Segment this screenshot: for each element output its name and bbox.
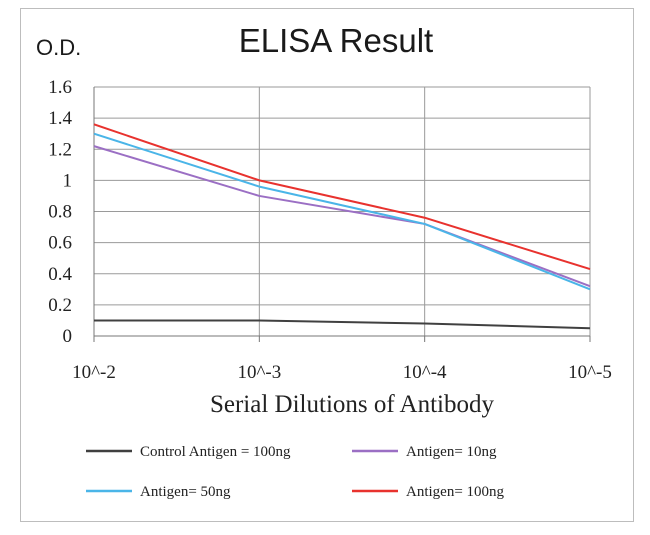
x-tick-label: 10^-2 bbox=[72, 362, 116, 383]
legend-label: Control Antigen = 100ng bbox=[140, 444, 291, 460]
x-tick-label: 10^-4 bbox=[403, 362, 447, 383]
y-tick-label: 1.4 bbox=[48, 108, 72, 129]
y-tick-label: 0.6 bbox=[48, 233, 72, 254]
y-tick-label: 0.2 bbox=[48, 295, 72, 316]
series-line bbox=[93, 145, 591, 288]
y-tick-label: 0 bbox=[63, 326, 73, 347]
y-tick-label: 1.2 bbox=[48, 139, 72, 160]
x-axis-label: Serial Dilutions of Antibody bbox=[210, 391, 495, 418]
legend-label: Antigen= 10ng bbox=[406, 444, 497, 460]
series-line bbox=[93, 123, 591, 271]
series-line bbox=[94, 319, 591, 330]
x-tick-label: 10^-3 bbox=[237, 362, 281, 383]
legend-label: Antigen= 100ng bbox=[406, 484, 505, 500]
y-tick-label: 1.6 bbox=[48, 77, 72, 98]
y-tick-label: 0.8 bbox=[48, 202, 72, 223]
y-axis-label: O.D. bbox=[36, 35, 81, 60]
y-tick-label: 0.4 bbox=[48, 264, 72, 285]
grid-lines bbox=[93, 86, 591, 342]
axis-ticks: 0 0.2 0.4 0.6 0.8 1 1.2 1.4 1.6 10^-2 10^-3 10^-4 10… bbox=[48, 77, 612, 383]
series-line bbox=[93, 132, 591, 291]
legend: Control Antigen = 100ng Antigen= 10ng Anti… bbox=[86, 444, 505, 500]
chart-title: ELISA Result bbox=[239, 22, 433, 59]
series-lines bbox=[93, 123, 591, 330]
legend-label: Antigen= 50ng bbox=[140, 484, 231, 500]
y-tick-label: 1 bbox=[63, 170, 73, 191]
x-tick-label: 10^-5 bbox=[568, 362, 612, 383]
